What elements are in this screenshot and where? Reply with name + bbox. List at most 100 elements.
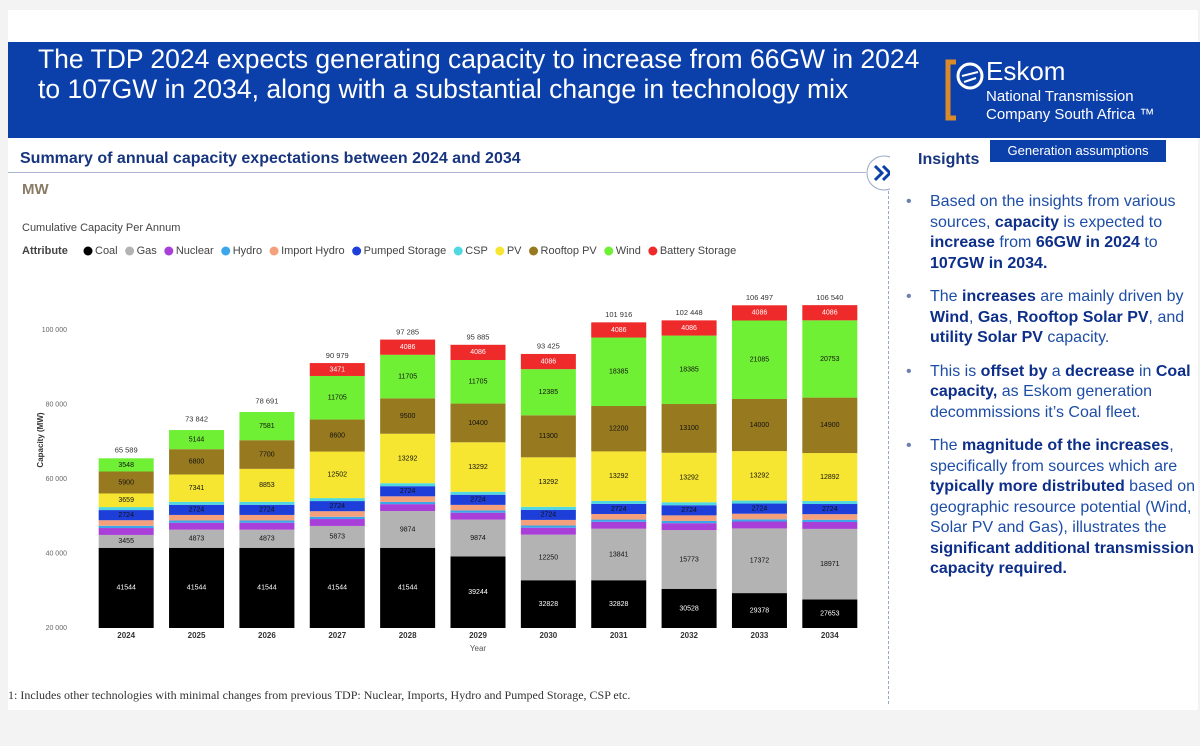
segment-label: 14900 (820, 422, 840, 429)
bar-segment (169, 522, 225, 530)
legend-swatch (529, 246, 539, 256)
segment-label: 9874 (400, 526, 416, 533)
segment-label: 4873 (259, 536, 275, 543)
segment-label: 8600 (329, 432, 345, 439)
insight-text: , (968, 308, 978, 326)
x-tick-label: 2032 (680, 631, 698, 640)
segment-label: 2724 (259, 507, 275, 514)
bar-segment (731, 451, 787, 501)
bar-segment (661, 505, 717, 516)
bar-segment (802, 501, 858, 505)
segment-label: 13100 (679, 425, 699, 432)
bar-segment (591, 513, 647, 520)
insight-bold: Gas (977, 308, 1009, 326)
slide-title: The TDP 2024 expects generating capacity… (38, 44, 920, 104)
bar-segment (520, 506, 576, 510)
segment-label: 5900 (118, 479, 134, 486)
insight-text: to (1139, 234, 1158, 251)
legend-swatch (269, 246, 279, 256)
segment-label: 18385 (609, 369, 629, 376)
segment-label: 4873 (189, 536, 205, 543)
insight-text: , specifically from sources which are (930, 437, 1178, 475)
bar-segment (169, 547, 225, 628)
bar-segment (520, 580, 576, 628)
total-label: 106 540 (816, 293, 843, 302)
y-tick-label: 80 000 (46, 402, 68, 409)
insight-bold: significant additional transmission capa… (930, 539, 1195, 578)
segment-label: 13292 (539, 479, 559, 486)
insight-bold: decrease (1065, 362, 1135, 380)
insight-bold: Coal capacity, (930, 362, 1191, 401)
segment-label: 4086 (611, 327, 627, 334)
insight-bold: capacity (994, 213, 1059, 231)
legend-label: Battery Storage (660, 245, 736, 257)
bar-segment (661, 588, 717, 628)
segment-label: 5873 (329, 534, 345, 541)
insight-bold: offset by (980, 362, 1048, 380)
x-axis-title: Year (470, 644, 487, 653)
legend-swatch (453, 246, 463, 256)
segment-label: 41544 (398, 585, 418, 592)
segment-label: 30528 (679, 605, 699, 612)
bar-segment (169, 514, 225, 521)
total-label: 102 448 (676, 308, 703, 317)
segment-label: 6800 (189, 459, 205, 466)
bar-segment (591, 337, 647, 406)
bar-segment (309, 511, 365, 517)
segment-label: 4086 (541, 358, 557, 365)
segment-label: 7341 (189, 485, 205, 492)
segment-label: 13292 (679, 474, 699, 481)
legend-swatch (604, 246, 614, 256)
bar-segment (98, 547, 154, 628)
insight-bold: Rooftop Solar PV (1016, 308, 1149, 326)
bar-segment (239, 501, 295, 505)
segment-label: 12892 (820, 474, 840, 481)
legend-swatch (125, 246, 135, 256)
segment-label: 9500 (400, 413, 416, 420)
bar-segment (802, 599, 858, 628)
x-tick-label: 2025 (188, 631, 206, 640)
insight-text: , (1008, 308, 1017, 326)
segment-label: 2724 (329, 503, 345, 510)
insight-text: as Eskom generation decommissions it’s C… (930, 383, 1153, 421)
insight-bold: increase (930, 234, 995, 251)
segment-label: 3659 (118, 497, 134, 504)
divider (888, 176, 889, 704)
segment-label: 12200 (609, 426, 629, 433)
segment-label: 9874 (470, 535, 486, 542)
bar-segment (731, 593, 787, 628)
segment-label: 15773 (679, 556, 699, 563)
bar-segment (380, 398, 436, 434)
total-label: 73 842 (185, 415, 208, 424)
bar-segment (520, 509, 576, 520)
total-label: 106 497 (746, 293, 773, 302)
footnote: 1: Includes other technologies with mini… (8, 688, 631, 702)
bar-segment (309, 501, 365, 512)
bar-segment (98, 493, 154, 508)
segment-label: 5144 (189, 436, 205, 443)
bar-segment (802, 521, 858, 529)
bar-segment (661, 520, 717, 524)
legend-swatch (221, 246, 231, 256)
bar-segment (591, 519, 647, 522)
segment-label: 13292 (609, 473, 629, 480)
bar-segment (169, 430, 225, 450)
segment-label: 14000 (750, 422, 770, 429)
x-tick-label: 2030 (539, 631, 557, 640)
segment-label: 3455 (118, 538, 134, 545)
x-tick-label: 2028 (399, 631, 417, 640)
segment-label: 11705 (398, 373, 417, 380)
legend-swatch (352, 246, 362, 256)
rule (8, 172, 866, 173)
insight-text: , and (1148, 308, 1185, 326)
bar-segment (380, 433, 436, 484)
legend-label: Hydro (233, 245, 262, 257)
segment-label: 21085 (750, 357, 770, 364)
bar-segment (98, 520, 154, 526)
segment-label: 27653 (820, 611, 840, 618)
bar-segment (98, 534, 154, 548)
bar-segment (169, 529, 225, 548)
segment-label: 2724 (189, 507, 205, 514)
segment-label: 13292 (468, 464, 488, 471)
bar-segment (380, 486, 436, 497)
